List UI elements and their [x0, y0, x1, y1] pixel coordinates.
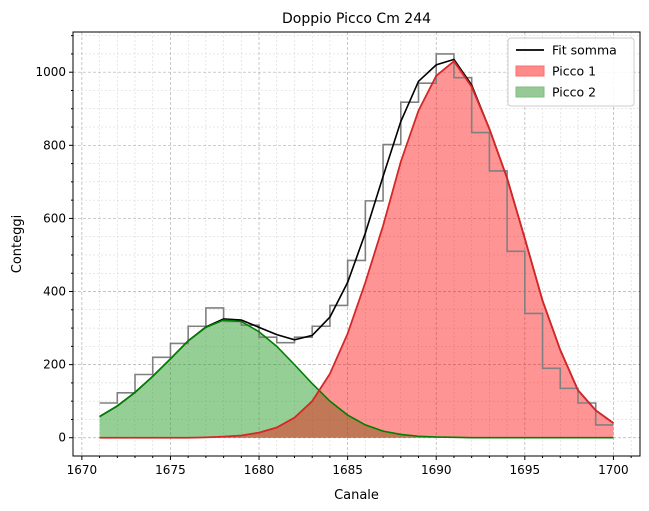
legend-patch-swatch — [515, 86, 545, 98]
histogram-steps — [99, 53, 614, 426]
legend-label: Fit somma — [552, 43, 617, 58]
y-tick-label: 600 — [43, 211, 66, 225]
legend: Fit somma Picco 1 Picco 2 — [507, 37, 635, 107]
x-tick-label: 1685 — [332, 463, 363, 477]
histogram — [99, 53, 614, 426]
x-tick-label: 1690 — [421, 463, 452, 477]
peak-fills — [99, 61, 614, 438]
x-tick-label: 1680 — [244, 463, 275, 477]
x-axis-label: Canale — [334, 488, 379, 503]
x-tick-label: 1700 — [598, 463, 629, 477]
y-tick-label: 200 — [43, 358, 66, 372]
y-tick-label: 400 — [43, 285, 66, 299]
x-tick-label: 1695 — [510, 463, 541, 477]
y-tick-label: 1000 — [35, 65, 66, 79]
x-tick-label: 1675 — [155, 463, 186, 477]
plot-frame — [72, 31, 641, 457]
y-tick-label: 800 — [43, 138, 66, 152]
peak2-fill — [99, 320, 614, 438]
x-tick-label: 1670 — [67, 463, 98, 477]
chart-title: Doppio Picco Cm 244 — [282, 11, 431, 27]
peak1-fill — [99, 61, 614, 438]
x-tick-labels: 1670 1675 1680 1685 1690 1695 1700 — [67, 463, 629, 477]
peak2-line — [99, 319, 614, 439]
legend-label: Picco 2 — [552, 85, 596, 100]
y-tick-label: 0 — [58, 431, 66, 445]
legend-patch-swatch — [515, 65, 545, 77]
legend-label: Picco 1 — [552, 64, 596, 79]
y-axis-label: Conteggi — [10, 215, 25, 273]
y-tick-labels: 0 200 400 600 800 1000 — [35, 65, 66, 445]
axis-ticks — [69, 35, 632, 460]
peak1-line — [99, 59, 614, 439]
fit-lines — [99, 58, 614, 439]
